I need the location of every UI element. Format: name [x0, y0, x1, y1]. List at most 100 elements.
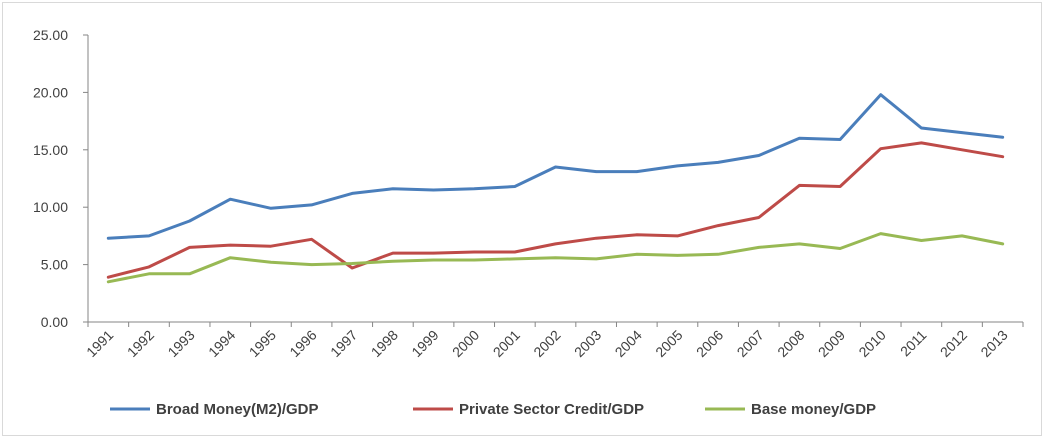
data-point: [188, 219, 191, 223]
data-point: [838, 247, 842, 250]
data-point: [147, 234, 151, 238]
x-tick-label: 1994: [205, 327, 238, 360]
legend-label-1: Private Sector Credit/GDP: [459, 401, 644, 418]
data-point: [757, 154, 760, 157]
data-point: [838, 138, 842, 141]
data-point: [310, 263, 313, 266]
x-tick-label: 2007: [734, 327, 767, 360]
data-point: [879, 93, 882, 96]
data-point: [676, 254, 679, 257]
x-tick-label: 2003: [571, 327, 604, 360]
data-point: [798, 137, 801, 140]
data-point: [595, 237, 598, 240]
data-point: [716, 224, 720, 227]
data-point: [391, 251, 395, 255]
x-tick-label: 2013: [977, 327, 1010, 360]
data-point: [1001, 155, 1004, 158]
data-point: [838, 185, 842, 188]
data-point: [269, 261, 273, 264]
data-point: [960, 148, 964, 151]
data-point: [473, 187, 476, 190]
y-axis-ticks: 0.00 5.00 10.00 15.00 20.00 25.00: [33, 27, 88, 330]
data-point: [960, 131, 964, 134]
x-tick-label: 2006: [693, 327, 726, 360]
x-tick-label: 2009: [815, 327, 848, 360]
data-point: [920, 141, 923, 145]
data-point: [595, 170, 598, 173]
y-tick-label: 25.00: [33, 27, 68, 43]
x-tick-label: 2004: [612, 327, 645, 360]
data-point: [1001, 136, 1004, 139]
data-point: [188, 246, 191, 249]
data-point: [676, 234, 679, 238]
data-point: [554, 256, 557, 259]
data-point: [635, 253, 638, 256]
x-tick-label: 1993: [164, 327, 197, 360]
data-point: [1001, 242, 1004, 246]
y-tick-label: 20.00: [33, 84, 68, 100]
data-point: [879, 232, 882, 235]
data-point: [391, 187, 395, 190]
data-point: [920, 239, 923, 242]
x-tick-label: 2002: [530, 327, 563, 360]
y-tick-label: 10.00: [33, 199, 68, 215]
y-tick-label: 5.00: [41, 257, 68, 273]
data-point: [635, 233, 638, 236]
data-point: [676, 164, 679, 168]
data-point: [229, 243, 232, 247]
x-tick-label: 2008: [774, 327, 807, 360]
data-point: [107, 276, 110, 279]
x-tick-label: 2001: [490, 327, 523, 360]
data-point: [473, 258, 476, 262]
x-tick-label: 1999: [408, 327, 441, 360]
data-point: [716, 253, 720, 256]
data-point: [391, 260, 395, 263]
data-point: [432, 251, 435, 255]
data-point: [554, 242, 557, 246]
x-tick-label: 2000: [449, 327, 482, 360]
x-tick-label: 1992: [124, 327, 157, 360]
data-point: [716, 161, 720, 164]
data-point: [229, 256, 232, 259]
data-point: [107, 280, 110, 283]
data-point: [107, 237, 110, 240]
data-point: [351, 262, 354, 265]
data-point: [513, 257, 516, 261]
data-point: [595, 257, 598, 261]
data-point: [269, 207, 273, 210]
data-point: [757, 216, 760, 219]
x-tick-label: 2012: [937, 327, 970, 360]
data-point: [310, 238, 313, 241]
data-point: [798, 242, 801, 246]
legend-label-0: Broad Money(M2)/GDP: [156, 401, 319, 418]
x-tick-label: 1995: [246, 327, 279, 360]
data-point: [757, 246, 760, 249]
data-point: [269, 245, 273, 248]
data-point: [473, 250, 476, 254]
data-point: [147, 265, 151, 269]
x-tick-label: 1991: [83, 327, 116, 360]
data-point: [920, 126, 923, 130]
series-lines: [106, 93, 1005, 284]
data-point: [351, 192, 354, 195]
x-tick-label: 2010: [855, 327, 888, 360]
data-point: [513, 185, 516, 188]
data-point: [798, 184, 801, 187]
legend-label-2: Base money/GDP: [751, 401, 876, 418]
x-tick-label: 1996: [286, 327, 319, 360]
data-point: [879, 147, 882, 150]
axes: [87, 35, 1023, 323]
data-point: [147, 272, 151, 275]
data-point: [635, 170, 638, 173]
y-tick-label: 0.00: [41, 314, 68, 330]
data-point: [513, 250, 516, 254]
x-tick-label: 1997: [327, 327, 360, 360]
data-point: [432, 258, 435, 262]
data-point: [310, 203, 313, 207]
data-point: [229, 198, 232, 201]
data-point: [554, 165, 557, 169]
data-point: [432, 188, 435, 192]
x-tick-label: 2011: [897, 327, 930, 360]
